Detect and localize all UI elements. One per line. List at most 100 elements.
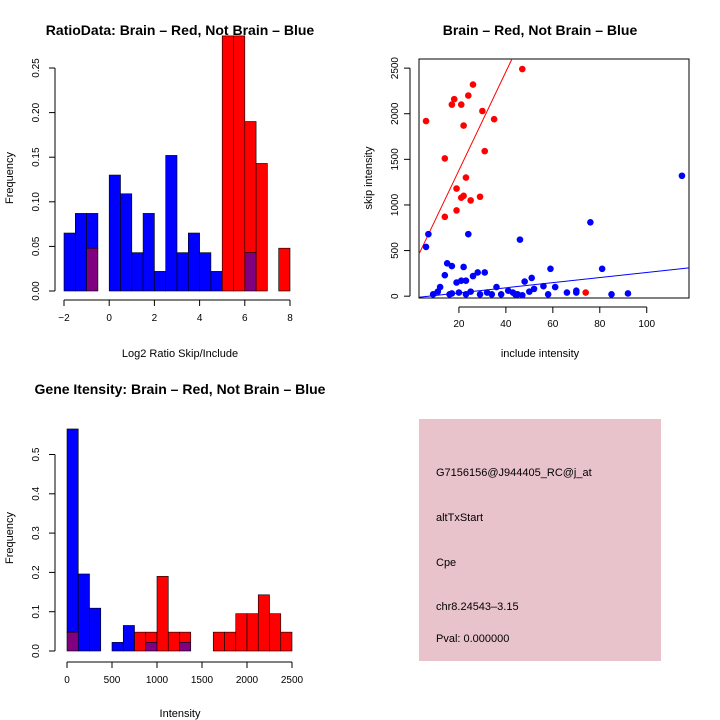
- x-tick-label-2-0: 0: [64, 675, 70, 686]
- not-brain-bar-2-0: [66, 428, 79, 633]
- not-brain-point-40: [563, 289, 571, 296]
- scatter-x-tick-label-2: 60: [547, 319, 559, 330]
- not-brain-point-9: [448, 290, 456, 297]
- ratio-histogram-title: RatioData: Brain – Red, Not Brain – Blue: [46, 22, 315, 38]
- x-tick-label-0-3: 4: [197, 313, 203, 324]
- y-tick-label-2-2: 0.2: [31, 565, 42, 579]
- overlap-bar-0-2: [86, 247, 99, 292]
- scatter-x-tick-label-3: 80: [594, 319, 606, 330]
- brain-point-9: [460, 122, 467, 129]
- not-brain-point-35: [530, 285, 538, 293]
- not-brain-point-32: [521, 278, 528, 285]
- brain-point-5: [453, 207, 460, 214]
- scatter-x-tick-label-4: 100: [638, 319, 655, 330]
- intensity-histogram-bars: [66, 428, 293, 652]
- y-tick-label-2-5: 0.5: [31, 447, 42, 461]
- brain-point-1: [441, 155, 449, 162]
- brain-bar-2-5: [134, 631, 147, 652]
- not-brain-bar-0-5: [131, 252, 144, 292]
- y-tick-label-0-5: 0.25: [31, 58, 42, 78]
- scatter-x-tick-label-1: 40: [500, 319, 512, 330]
- intensity-histogram-panel: Gene Itensity: Brain – Red, Not Brain – …: [4, 381, 326, 720]
- brain-point-15: [476, 193, 484, 201]
- brain-point-17: [481, 147, 489, 155]
- scatter-y-tick-label-1: 500: [390, 242, 401, 259]
- not-brain-point-8: [448, 262, 456, 270]
- overlap-bar-2-6: [145, 642, 158, 652]
- brain-bar-0-15: [244, 121, 257, 253]
- not-brain-bar-0-11: [199, 252, 212, 292]
- not-brain-bar-0-10: [188, 232, 200, 292]
- scatter-y-tick-label-5: 2500: [390, 57, 401, 80]
- ratio-histogram-ylabel: Frequency: [4, 152, 16, 204]
- intensity-histogram-axes: 0 500 1000 1500 2000 2500 0.0 0.1 0.2 0.3 0.4 0.5: [31, 447, 304, 686]
- not-brain-point-39: [551, 283, 559, 291]
- brain-bar-2-15: [269, 613, 282, 652]
- not-brain-point-30: [516, 236, 524, 243]
- not-brain-point-4: [436, 283, 444, 291]
- intensity-scatter-panel: Brain – Red, Not Brain – Blue include in…: [363, 22, 690, 360]
- not-brain-point-24: [493, 283, 500, 291]
- brain-bar-0-14: [233, 35, 246, 292]
- not-brain-point-16: [465, 230, 472, 238]
- brain-point-3: [448, 101, 456, 108]
- y-tick-label-0-4: 0.20: [31, 102, 42, 122]
- x-tick-label-0-1: 0: [106, 313, 112, 324]
- not-brain-bar-0-3: [108, 174, 121, 292]
- not-brain-point-17: [467, 288, 474, 295]
- location-text: chr8.24543–3.15: [436, 601, 519, 613]
- brain-point-0: [422, 117, 430, 125]
- x-tick-label-2-2: 1000: [146, 675, 169, 686]
- intensity-histogram-title: Gene Itensity: Brain – Red, Not Brain – …: [35, 381, 326, 397]
- brain-bar-2-7: [156, 576, 169, 652]
- not-brain-point-5: [441, 271, 449, 279]
- ratio-histogram-bars: [63, 35, 291, 292]
- scatter-y-tick-label-3: 1500: [390, 148, 401, 171]
- not-brain-point-23: [488, 291, 496, 298]
- pval-text: Pval: 0.000000: [436, 633, 509, 645]
- not-brain-point-45: [608, 291, 615, 298]
- not-brain-bar-2-1: [77, 573, 90, 652]
- brain-bar-2-8: [167, 631, 180, 652]
- brain-point-7: [457, 101, 465, 108]
- not-brain-point-46: [624, 290, 632, 297]
- not-brain-point-31: [519, 291, 526, 299]
- not-brain-point-36: [540, 282, 547, 290]
- y-tick-label-2-0: 0.0: [31, 644, 42, 658]
- brain-point-14: [469, 81, 477, 88]
- not-brain-point-34: [528, 274, 535, 282]
- brain-bar-2-16: [280, 631, 293, 652]
- y-tick-label-0-0: 0.00: [31, 281, 42, 301]
- not-brain-bar-0-8: [165, 155, 178, 292]
- gene-name-text: Cpe: [436, 557, 456, 569]
- brain-point-19: [519, 65, 526, 73]
- not-brain-point-18: [469, 272, 477, 280]
- brain-fit-line: [418, 58, 513, 255]
- not-brain-point-21: [481, 269, 489, 276]
- brain-bar-0-13: [221, 35, 234, 292]
- intensity-histogram-xlabel: Intensity: [160, 708, 201, 720]
- not-brain-bar-0-2: [86, 213, 99, 249]
- brain-bar-0-16: [255, 163, 268, 292]
- brain-point-10: [460, 192, 467, 200]
- not-brain-bar-0-9: [176, 252, 189, 292]
- not-brain-bar-0-0: [63, 232, 76, 292]
- y-tick-label-0-3: 0.15: [31, 147, 42, 167]
- not-brain-point-38: [547, 265, 554, 273]
- scatter-fit-lines: [418, 58, 690, 298]
- brain-point-12: [465, 92, 472, 99]
- scatter-ylabel: skip intensity: [363, 146, 375, 209]
- scatter-y-tick-label-0: 0: [390, 293, 401, 299]
- not-brain-point-37: [544, 291, 552, 298]
- brain-point-13: [467, 197, 474, 204]
- x-tick-label-0-2: 2: [152, 313, 158, 324]
- scatter-x-tick-label-0: 20: [453, 319, 465, 330]
- brain-bar-2-12: [235, 613, 248, 652]
- brain-bar-2-6: [145, 631, 158, 643]
- y-tick-label-0-2: 0.10: [31, 192, 42, 212]
- overlap-bar-2-0: [66, 631, 79, 652]
- not-brain-point-0: [422, 243, 430, 251]
- brain-point-20: [582, 289, 589, 296]
